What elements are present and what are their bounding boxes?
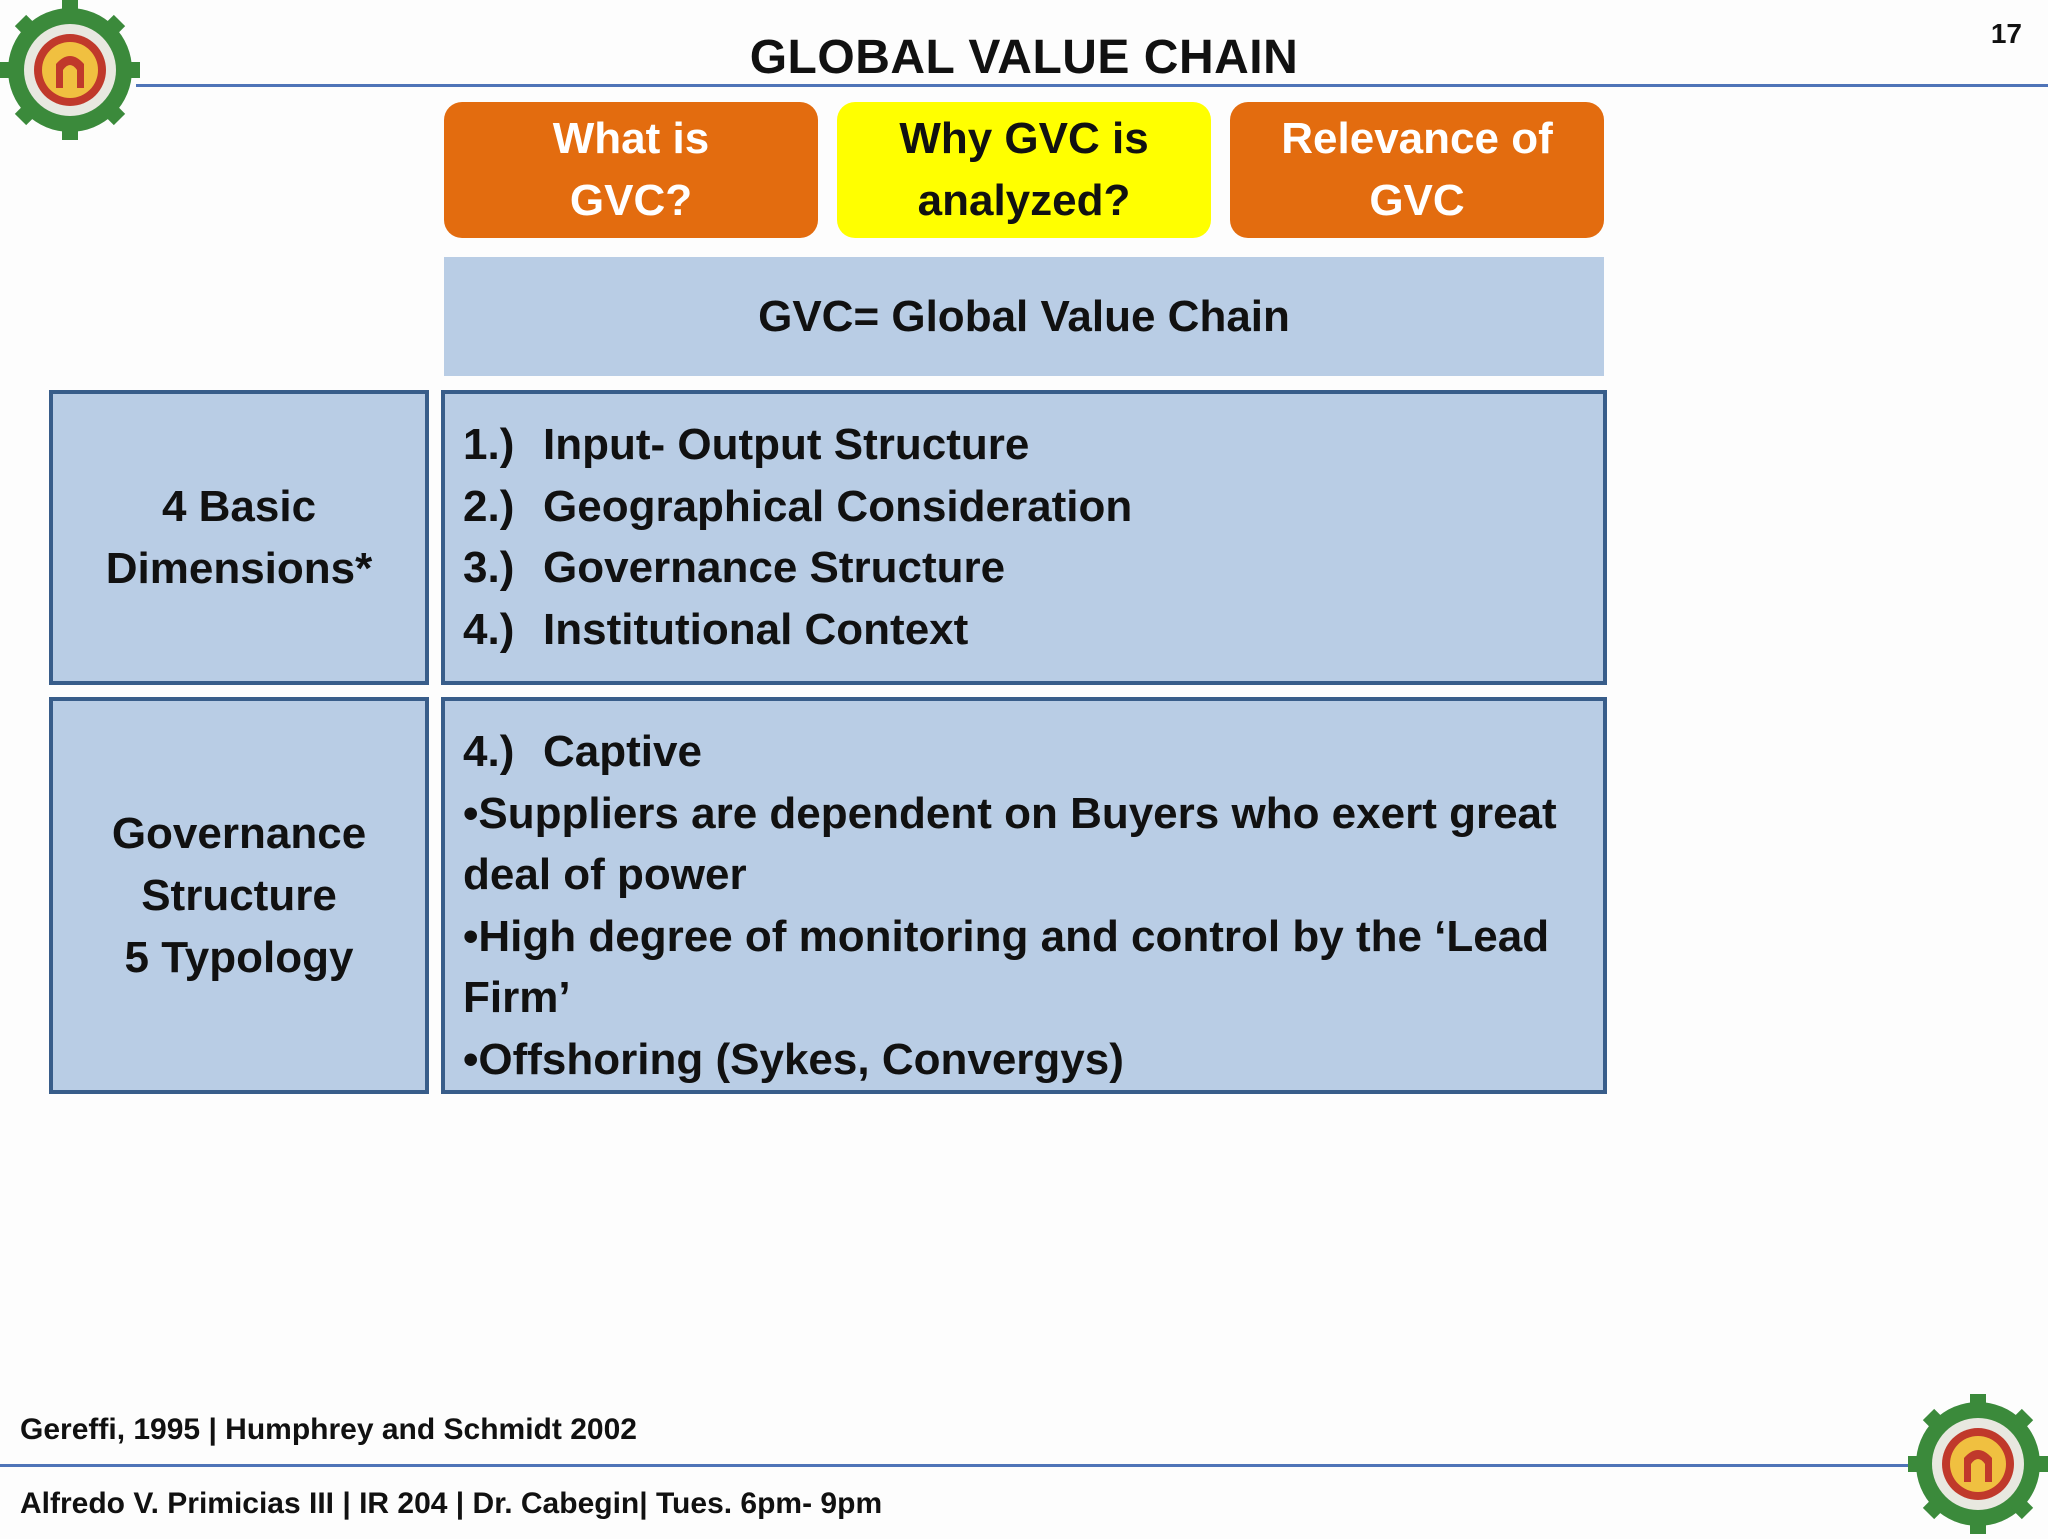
governance-label-box: Governance Structure 5 Typology bbox=[49, 697, 429, 1094]
gear-seal-logo-icon bbox=[0, 0, 140, 140]
list-item: 2.) Geographical Consideration bbox=[463, 481, 1133, 531]
tab-label-line1: Why GVC is bbox=[899, 114, 1149, 163]
dimensions-label-box: 4 Basic Dimensions* bbox=[49, 390, 429, 685]
title-divider bbox=[136, 84, 2048, 87]
author-course-info: Alfredo V. Primicias III | IR 204 | Dr. … bbox=[20, 1487, 883, 1520]
governance-label-line3: 5 Typology bbox=[124, 932, 354, 982]
list-item: 1.) Input- Output Structure bbox=[463, 420, 1030, 469]
dimensions-label-line2: Dimensions* bbox=[105, 543, 373, 593]
dimensions-list-box: 1.) Input- Output Structure 2.) Geographic… bbox=[441, 390, 1607, 685]
tab-label-line2: GVC bbox=[1369, 176, 1465, 225]
list-item: 4.) Institutional Context bbox=[463, 604, 969, 654]
dimensions-label-line1: 4 Basic bbox=[161, 481, 317, 531]
tab-label-line2: analyzed? bbox=[917, 176, 1131, 225]
reference-citation: Gereffi, 1995 | Humphrey and Schmidt 200… bbox=[20, 1413, 637, 1446]
tab-why-gvc-is-analyzed[interactable]: Why GVC is analyzed? bbox=[837, 102, 1211, 238]
definition-banner: GVC= Global Value Chain bbox=[444, 257, 1604, 376]
slide-number: 17 bbox=[1990, 18, 2022, 49]
governance-detail-box: 4.) Captive •Suppliers are dependent on B… bbox=[441, 697, 1607, 1094]
page-title: GLOBAL VALUE CHAIN bbox=[749, 31, 1299, 84]
governance-heading: 4.) Captive bbox=[463, 727, 702, 776]
gear-seal-logo-icon bbox=[1908, 1394, 2048, 1534]
tab-label-line1: Relevance of bbox=[1281, 114, 1553, 163]
list-item: 3.) Governance Structure bbox=[463, 543, 1006, 592]
tab-what-is-gvc[interactable]: What is GVC? bbox=[444, 102, 818, 238]
bullet-item: •Offshoring (Sykes, Convergys) bbox=[463, 1034, 1124, 1084]
governance-label-line2: Structure bbox=[141, 870, 337, 920]
tab-label-line1: What is bbox=[552, 114, 710, 163]
bullet-item: •Suppliers are dependent on Buyers who e… bbox=[463, 788, 1557, 900]
footer-divider bbox=[0, 1464, 1920, 1467]
governance-label-line1: Governance bbox=[111, 808, 367, 858]
tab-relevance-of-gvc[interactable]: Relevance of GVC bbox=[1230, 102, 1604, 238]
bullet-item: •High degree of monitoring and control b… bbox=[463, 911, 1550, 1023]
tab-label-line2: GVC? bbox=[569, 176, 693, 225]
